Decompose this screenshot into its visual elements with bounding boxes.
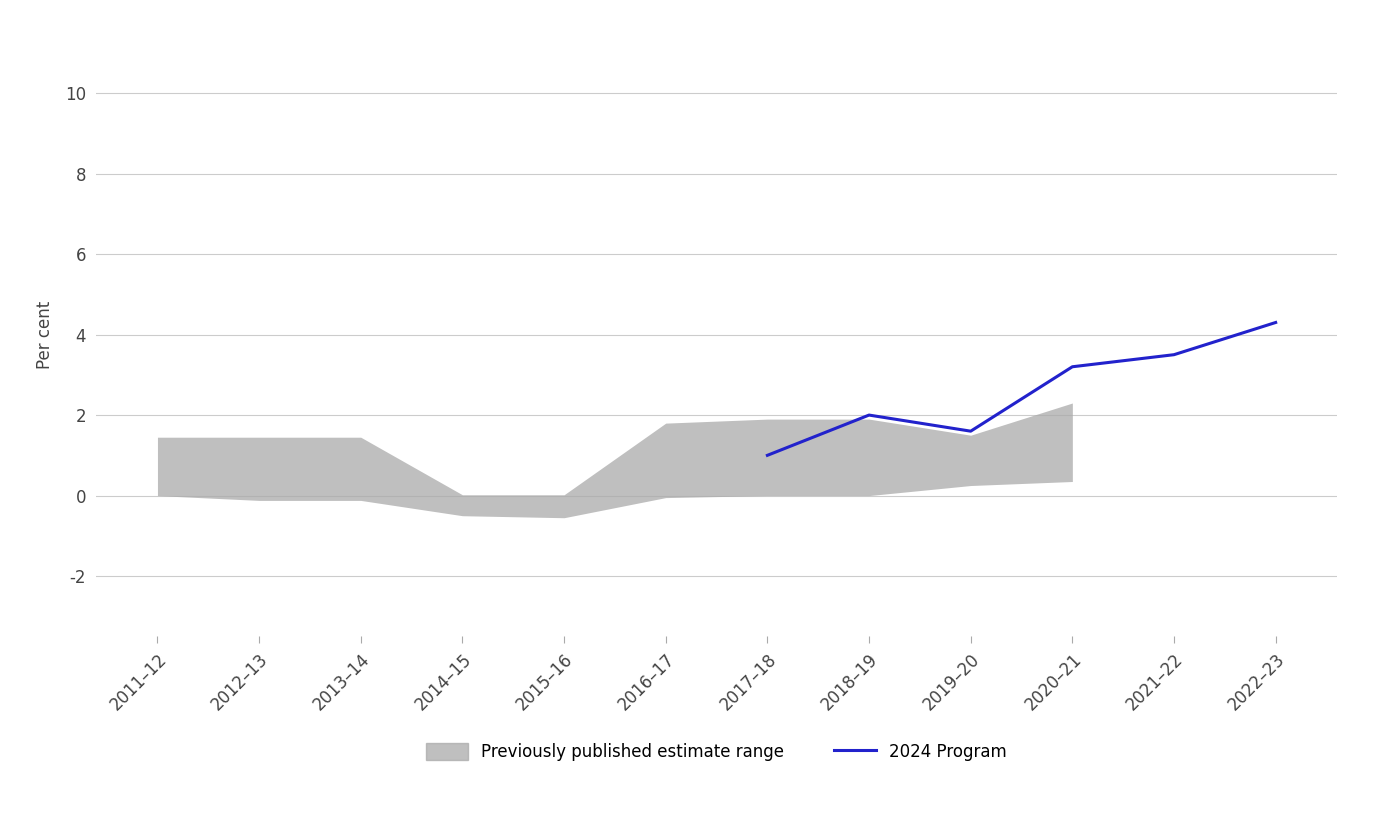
Legend: Previously published estimate range, 2024 Program: Previously published estimate range, 202… xyxy=(426,743,1007,761)
Y-axis label: Per cent: Per cent xyxy=(36,300,54,369)
